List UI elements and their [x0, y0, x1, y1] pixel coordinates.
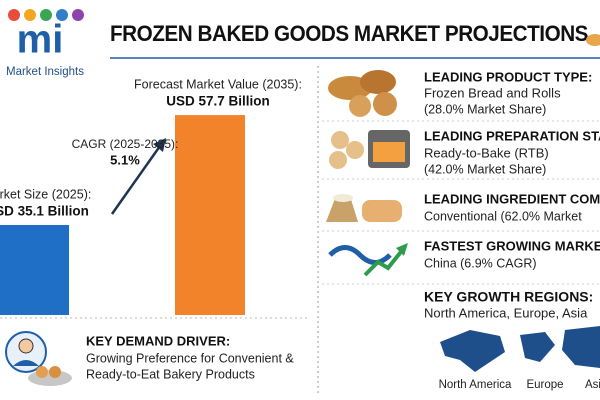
cagr-arrowhead	[153, 138, 166, 152]
panel-heading: LEADING PREPARATION STAT	[424, 128, 600, 143]
brand: Market Insights	[6, 66, 84, 78]
world-map	[440, 326, 600, 372]
panel-heading: FASTEST GROWING MARKET	[424, 238, 600, 253]
cagr-arrow	[110, 145, 162, 215]
bar-label: arket Size (2025):	[0, 187, 91, 201]
cagr-label: CAGR (2025-2035):	[72, 137, 179, 151]
panel-text: Ready-to-Bake (RTB)	[424, 145, 549, 160]
ingredient-icon	[326, 194, 402, 222]
oven-icon	[329, 130, 410, 169]
panel-text: Conventional (62.0% Market	[424, 209, 582, 223]
panel-text: Frozen Bread and Rolls	[424, 85, 561, 100]
bar-chart: arket Size (2025): SD 35.1 Billion Forecas…	[0, 77, 302, 315]
panel-heading: LEADING INGREDIENT COMPO	[424, 191, 600, 206]
region-label: North America	[439, 379, 512, 391]
driver-text: Ready-to-Eat Bakery Products	[86, 367, 255, 381]
market-icon	[328, 243, 408, 277]
cagr-value: 5.1%	[110, 152, 140, 167]
bar-label: Forecast Market Value (2035):	[134, 77, 302, 91]
driver-heading: KEY DEMAND DRIVER:	[86, 333, 230, 348]
panel-text: China (6.9% CAGR)	[424, 256, 537, 270]
bar	[175, 115, 245, 315]
logo-text: mi	[17, 18, 64, 62]
logo: mi Market Insights	[6, 9, 84, 78]
driver-text: Growing Preference for Convenient &	[86, 351, 294, 365]
title-icon	[586, 34, 600, 46]
regions-text: North America, Europe, Asia	[424, 305, 588, 320]
region-label: Europe	[526, 379, 563, 391]
bread-icon	[328, 70, 397, 117]
panel-heading: LEADING PRODUCT TYPE:	[424, 69, 592, 84]
panel-text: (28.0% Market Share)	[424, 102, 546, 116]
bar	[0, 225, 69, 315]
value-label: SD 35.1 Billion	[0, 204, 89, 219]
regions-heading: KEY GROWTH REGIONS:	[424, 289, 593, 305]
panel-text: (42.0% Market Share)	[424, 162, 546, 176]
driver-icon	[5, 331, 72, 386]
value-label: USD 57.7 Billion	[166, 94, 270, 109]
title: FROZEN BAKED GOODS MARKET PROJECTIONS	[110, 21, 588, 46]
region-label: Asi	[585, 379, 600, 391]
